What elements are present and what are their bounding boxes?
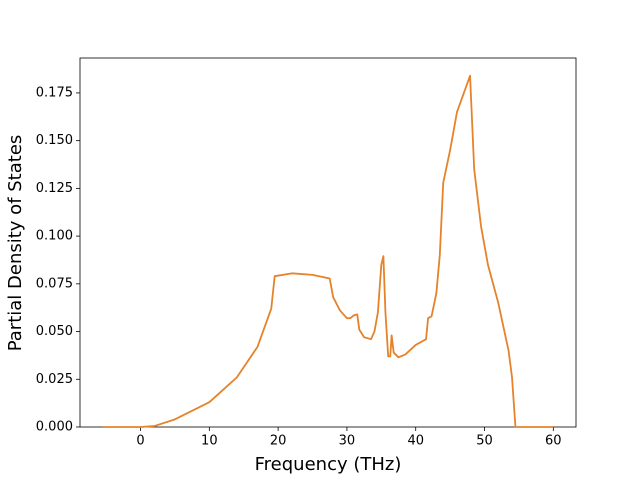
- y-tick-label: 0.100: [36, 229, 73, 244]
- x-tick-label: 20: [270, 434, 287, 449]
- x-tick-label: 0: [136, 434, 144, 449]
- y-tick-label: 0.175: [36, 85, 73, 100]
- y-axis-label: Partial Density of States: [5, 135, 26, 352]
- x-axis-label: Frequency (THz): [255, 454, 402, 475]
- y-tick-label: 0.150: [36, 133, 73, 148]
- x-tick-label: 60: [545, 434, 562, 449]
- x-tick-label: 30: [339, 434, 356, 449]
- x-tick-label: 50: [476, 434, 493, 449]
- x-tick-label: 10: [201, 434, 218, 449]
- data-line: [102, 74, 554, 428]
- y-tick-label: 0.000: [36, 420, 73, 435]
- x-tick-label: 40: [407, 434, 424, 449]
- y-tick-label: 0.050: [36, 324, 73, 339]
- y-tick-label: 0.125: [36, 181, 73, 196]
- y-tick-label: 0.025: [36, 372, 73, 387]
- plot-frame: [79, 57, 577, 428]
- y-tick-label: 0.075: [36, 276, 73, 291]
